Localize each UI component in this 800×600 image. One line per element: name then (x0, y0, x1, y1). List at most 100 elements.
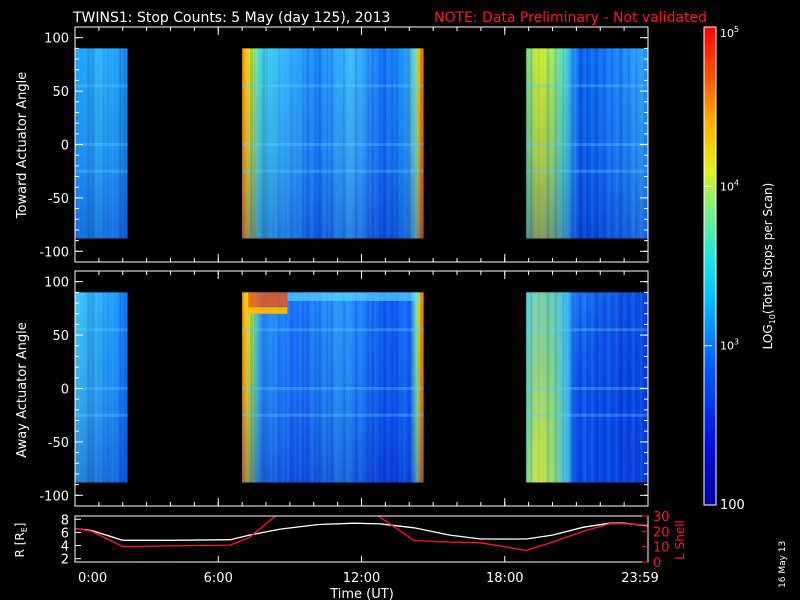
streak (635, 292, 637, 483)
streak (407, 48, 411, 239)
streak (375, 48, 377, 239)
streak (294, 48, 297, 239)
orbit-ylabel-left: R [RE] (13, 523, 29, 558)
streak (403, 292, 406, 483)
colorbar-tick-exp: 5 (734, 25, 739, 34)
streak (286, 292, 290, 483)
angle-band (242, 328, 424, 332)
streak (558, 48, 562, 239)
streak (298, 292, 302, 483)
y-tick-label: 50 (52, 329, 69, 344)
streak (334, 292, 338, 483)
orbit-ylabel-left-end: ] (13, 523, 27, 528)
orbit-right-tick-label: 30 (653, 510, 670, 525)
streak (599, 292, 601, 483)
streak (342, 48, 345, 239)
streak (359, 48, 363, 239)
data-block-shading (526, 292, 648, 483)
orbit-left-tick-label: 8 (61, 513, 69, 528)
orbit-right-tick-label: 20 (653, 525, 670, 540)
streak (574, 48, 576, 239)
colorbar-label-rest: (Total Stops per Scan) (761, 183, 775, 314)
streak (546, 48, 550, 239)
streak (566, 48, 569, 239)
streak (314, 48, 316, 239)
streak (278, 48, 280, 239)
streak (383, 48, 387, 239)
streak (583, 48, 587, 239)
streak (262, 48, 266, 239)
streak (355, 292, 358, 483)
streak (639, 48, 642, 239)
streak (99, 48, 102, 239)
streak (554, 48, 557, 239)
streak (603, 48, 606, 239)
angle-band (526, 328, 648, 332)
streak (550, 292, 552, 483)
streak (278, 292, 280, 483)
streak (95, 48, 98, 239)
streak (258, 292, 261, 483)
streak (635, 48, 637, 239)
r-distance-line (75, 522, 648, 541)
x-tick-label: 18:00 (486, 571, 523, 586)
streak (246, 292, 249, 483)
streak (419, 292, 423, 483)
streak (615, 292, 618, 483)
streak (607, 48, 611, 239)
streak (619, 292, 623, 483)
streak (643, 292, 647, 483)
streak (87, 48, 91, 239)
saturation-band (248, 307, 288, 314)
streak (419, 48, 423, 239)
streak (242, 48, 244, 239)
y-tick-label: 50 (52, 85, 69, 100)
streak (103, 292, 105, 483)
streak (399, 48, 401, 239)
streak (562, 292, 564, 483)
streak (526, 48, 528, 239)
streak (583, 292, 587, 483)
streak (599, 48, 601, 239)
colorbar-ticks: 105 104 103 100 (704, 25, 745, 513)
streak (603, 292, 606, 483)
streak (611, 48, 613, 239)
data-block-shading (242, 48, 424, 239)
streak (538, 48, 540, 239)
streak (318, 292, 321, 483)
streak (290, 292, 292, 483)
toward-axis-ticks: 100 50 0 -50 -100 (39, 27, 649, 262)
streak (562, 48, 564, 239)
streak (302, 292, 304, 483)
orbit-right-tick-label: 10 (653, 541, 670, 556)
angle-band (75, 169, 128, 173)
streak (566, 292, 569, 483)
streak (270, 48, 273, 239)
streak (415, 48, 418, 239)
streak (274, 292, 278, 483)
streak (363, 292, 365, 483)
y-tick-label: 100 (44, 276, 69, 291)
angle-band (242, 413, 424, 417)
data-block-shading (75, 292, 128, 483)
streak (391, 48, 394, 239)
y-tick-label: 100 (44, 32, 69, 47)
streak (107, 48, 109, 239)
streak (282, 48, 285, 239)
toward-ylabel: Toward Actuator Angle (15, 72, 30, 219)
toward-heatmap (75, 48, 648, 239)
streak (387, 48, 389, 239)
streak (87, 292, 91, 483)
streak (619, 48, 623, 239)
streak (314, 292, 316, 483)
streak (254, 48, 256, 239)
chart-title: TWINS1: Stop Counts: 5 May (day 125), 20… (72, 10, 390, 26)
angle-band (242, 84, 424, 88)
streak (546, 292, 550, 483)
streak (615, 48, 618, 239)
streak (530, 292, 533, 483)
toward-panel: 100 50 0 -50 -100 Toward Actuator Angle (15, 26, 649, 263)
y-tick-label: -100 (39, 489, 69, 504)
angle-band (75, 328, 128, 332)
